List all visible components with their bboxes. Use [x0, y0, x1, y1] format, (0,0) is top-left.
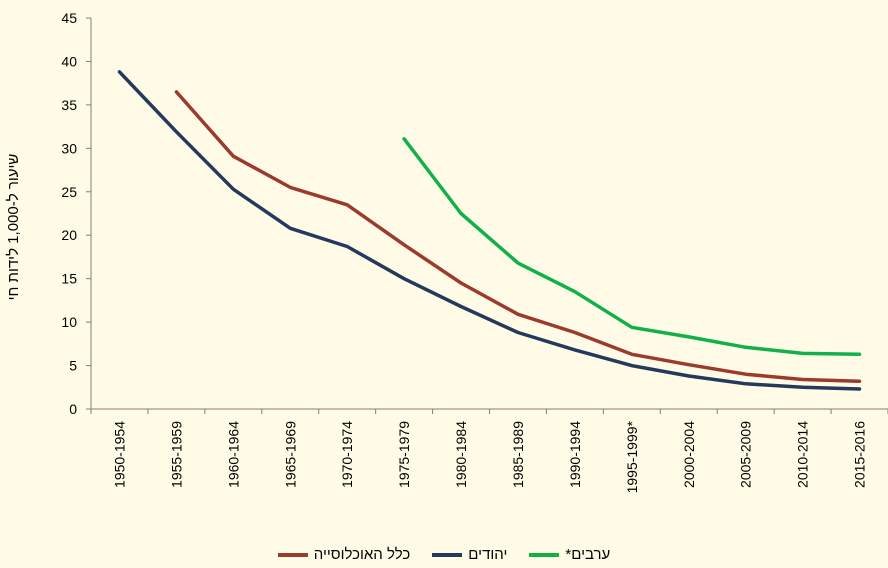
y-tick-label: 5	[69, 358, 77, 374]
x-tick-label: 2010-2014	[795, 421, 811, 488]
x-tick-label: 2015-2016	[852, 421, 868, 488]
y-axis: 0 5 10 15 20 25 30 35 40 45	[61, 10, 92, 417]
x-tick-label: 1970-1974	[339, 421, 355, 488]
series-lines	[117, 70, 862, 391]
x-tick-label: 1975-1979	[396, 421, 412, 488]
series-line-2	[402, 137, 862, 357]
legend-item: כלל האוכלוסייה	[277, 546, 411, 563]
y-tick-label: 25	[61, 184, 77, 200]
y-axis-label: שיעור ל-1,000 לידות חי	[5, 154, 22, 301]
x-tick-label: 1980-1984	[453, 421, 469, 488]
legend-swatch	[277, 552, 308, 557]
chart-legend: ערבים* יהודים כלל האוכלוסייה	[0, 546, 888, 563]
y-tick-label: 0	[69, 401, 77, 417]
x-tick-label: 1965-1969	[282, 421, 298, 488]
legend-swatch	[432, 552, 463, 557]
x-axis: 1950-1954 1955-1959 1960-1964 1965-1969 1970…	[90, 408, 888, 493]
x-tick-label: 1950-1954	[111, 421, 127, 488]
legend-label: יהודים	[468, 546, 508, 563]
y-tick-label: 15	[61, 271, 77, 287]
x-tick-label: 1995-1999*	[624, 420, 640, 493]
y-tick-label: 30	[61, 140, 77, 156]
y-tick-label: 35	[61, 97, 77, 113]
y-tick-label: 45	[61, 10, 77, 26]
legend-label: ערבים*	[565, 546, 611, 563]
series-line-1	[117, 70, 862, 391]
legend-item: יהודים	[432, 546, 507, 563]
x-tick-label: 1955-1959	[168, 421, 184, 488]
y-tick-label: 10	[61, 314, 77, 330]
legend-swatch	[529, 552, 560, 557]
x-tick-label: 1985-1989	[510, 421, 526, 488]
x-tick-label: 2005-2009	[738, 421, 754, 488]
y-tick-label: 40	[61, 53, 77, 69]
y-tick-label: 20	[61, 227, 77, 243]
x-tick-label: 1960-1964	[225, 421, 241, 488]
legend-label: כלל האוכלוסייה	[313, 546, 411, 563]
line-chart: 0 5 10 15 20 25 30 35 40 45 1950-1954 1955-1959 196…	[5, 10, 888, 493]
legend-item: ערבים*	[529, 546, 610, 563]
series-line-0	[174, 90, 862, 383]
x-tick-label: 1990-1994	[567, 421, 583, 488]
x-tick-label: 2000-2004	[681, 421, 697, 488]
